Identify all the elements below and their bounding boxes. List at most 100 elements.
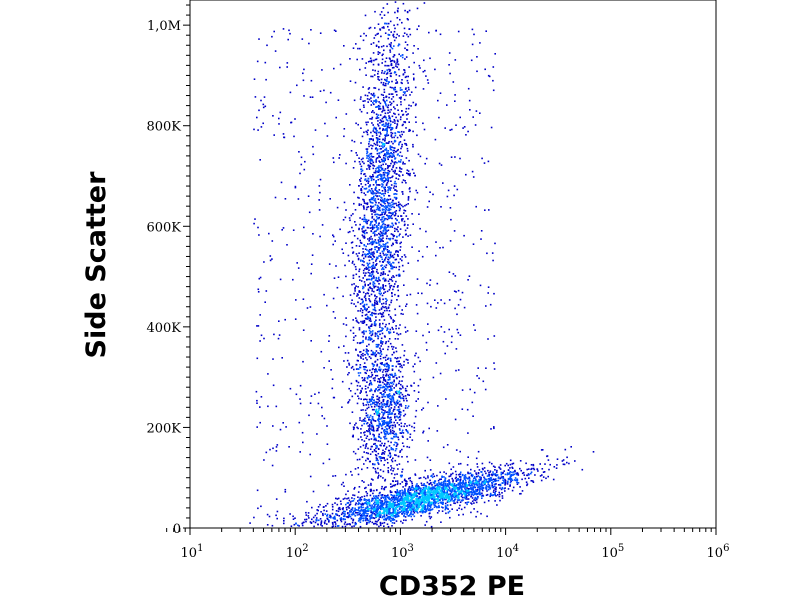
data-point — [335, 513, 338, 515]
data-point — [365, 372, 367, 375]
data-point — [371, 258, 374, 260]
data-point — [392, 509, 395, 511]
data-point — [399, 429, 401, 431]
data-point — [429, 508, 431, 510]
data-point — [384, 479, 386, 482]
data-point — [452, 480, 454, 483]
data-point — [378, 507, 380, 509]
data-point — [435, 498, 438, 500]
data-point — [371, 505, 373, 508]
data-point — [379, 349, 382, 351]
data-point — [391, 515, 394, 517]
data-point — [410, 510, 413, 513]
data-point — [365, 391, 367, 394]
data-point — [375, 450, 377, 453]
data-point — [364, 317, 367, 320]
data-point — [390, 140, 393, 143]
data-point — [371, 416, 374, 418]
data-point — [364, 183, 367, 186]
data-point — [429, 489, 432, 491]
data-point — [363, 231, 366, 233]
data-point — [412, 500, 415, 503]
data-point — [369, 227, 372, 229]
data-point — [382, 452, 385, 454]
data-point — [460, 491, 462, 494]
data-point — [366, 152, 368, 155]
data-point — [396, 443, 399, 446]
data-point — [392, 121, 394, 123]
data-point — [349, 230, 351, 233]
data-point — [371, 145, 374, 147]
data-point — [406, 430, 409, 433]
data-point — [373, 218, 375, 221]
data-point — [366, 352, 368, 354]
data-point — [379, 330, 382, 332]
data-point — [374, 352, 376, 354]
data-point — [377, 240, 380, 243]
data-point — [341, 512, 344, 514]
data-point — [378, 287, 380, 289]
data-point — [423, 484, 425, 486]
data-point — [407, 405, 410, 407]
data-point — [385, 374, 387, 377]
data-point — [472, 494, 475, 497]
data-point — [362, 272, 365, 274]
data-point — [371, 311, 373, 314]
data-point — [368, 438, 370, 441]
data-point — [380, 417, 383, 420]
data-point — [385, 437, 388, 440]
data-point — [375, 408, 378, 411]
data-point — [353, 99, 356, 102]
data-point — [369, 175, 371, 178]
data-point — [448, 497, 451, 499]
data-point — [455, 476, 457, 479]
data-point — [482, 484, 484, 487]
data-point — [408, 491, 410, 494]
data-point — [373, 419, 375, 422]
data-point — [366, 150, 368, 152]
data-point — [393, 172, 396, 174]
data-point — [362, 205, 365, 207]
data-point — [385, 122, 387, 124]
data-point — [391, 427, 394, 429]
data-point — [471, 500, 474, 503]
data-point — [455, 493, 457, 495]
data-point — [494, 492, 496, 494]
data-point — [385, 163, 387, 165]
data-point — [466, 498, 468, 500]
data-point — [425, 508, 428, 511]
data-point — [371, 268, 373, 270]
data-point — [416, 483, 418, 485]
data-point — [377, 208, 379, 210]
data-point — [378, 413, 381, 415]
data-point — [339, 517, 342, 520]
data-point — [402, 445, 405, 448]
data-point — [387, 358, 389, 360]
data-point — [372, 429, 374, 432]
data-point — [392, 262, 395, 264]
data-point — [395, 480, 397, 482]
data-point — [412, 510, 415, 513]
data-point — [404, 387, 407, 390]
data-point — [464, 479, 467, 482]
data-point — [427, 475, 429, 477]
data-point — [412, 130, 414, 133]
data-point — [526, 474, 529, 477]
data-point — [379, 362, 382, 365]
data-point — [394, 510, 397, 513]
data-point — [383, 395, 385, 398]
data-point — [395, 507, 397, 509]
data-point — [450, 468, 452, 471]
data-point — [391, 345, 393, 348]
data-point — [404, 491, 406, 493]
data-point — [346, 516, 348, 518]
data-point — [394, 211, 396, 213]
data-point — [395, 274, 398, 277]
data-point — [363, 261, 365, 263]
data-point — [408, 495, 410, 497]
data-point — [372, 426, 375, 429]
data-point — [495, 475, 498, 477]
data-point — [439, 482, 442, 485]
data-point — [366, 249, 368, 251]
data-point — [405, 358, 408, 361]
